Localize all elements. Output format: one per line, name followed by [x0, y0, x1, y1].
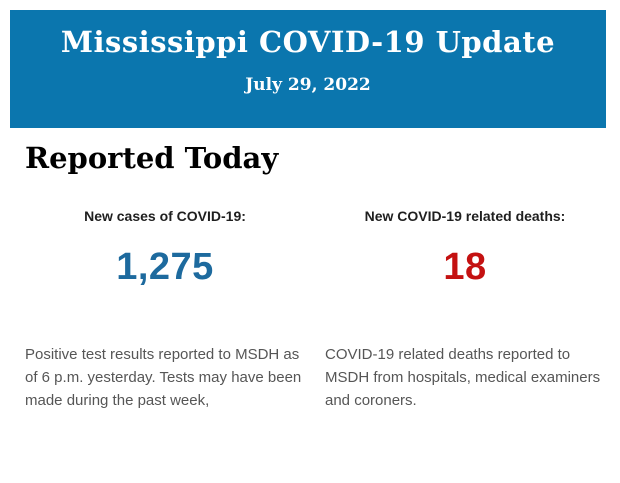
stat-card-new-cases: New cases of COVID-19: 1,275 Positive te… [25, 207, 305, 412]
stats-row: New cases of COVID-19: 1,275 Positive te… [25, 207, 605, 412]
new-deaths-value: 18 [443, 246, 487, 288]
stat-card-new-deaths: New COVID-19 related deaths: 18 COVID-19… [325, 207, 605, 412]
new-cases-description: Positive test results reported to MSDH a… [25, 346, 302, 409]
new-deaths-description: COVID-19 related deaths reported to MSDH… [325, 346, 601, 409]
report-date: July 29, 2022 [245, 75, 371, 95]
new-cases-label: New cases of COVID-19: [84, 208, 246, 224]
page-title: Mississippi COVID-19 Update [60, 25, 556, 59]
new-deaths-label: New COVID-19 related deaths: [364, 208, 566, 224]
new-cases-value: 1,275 [116, 246, 214, 288]
header-banner: Mississippi COVID-19 Update July 29, 202… [10, 10, 606, 128]
section-heading-reported-today: Reported Today [25, 141, 279, 175]
